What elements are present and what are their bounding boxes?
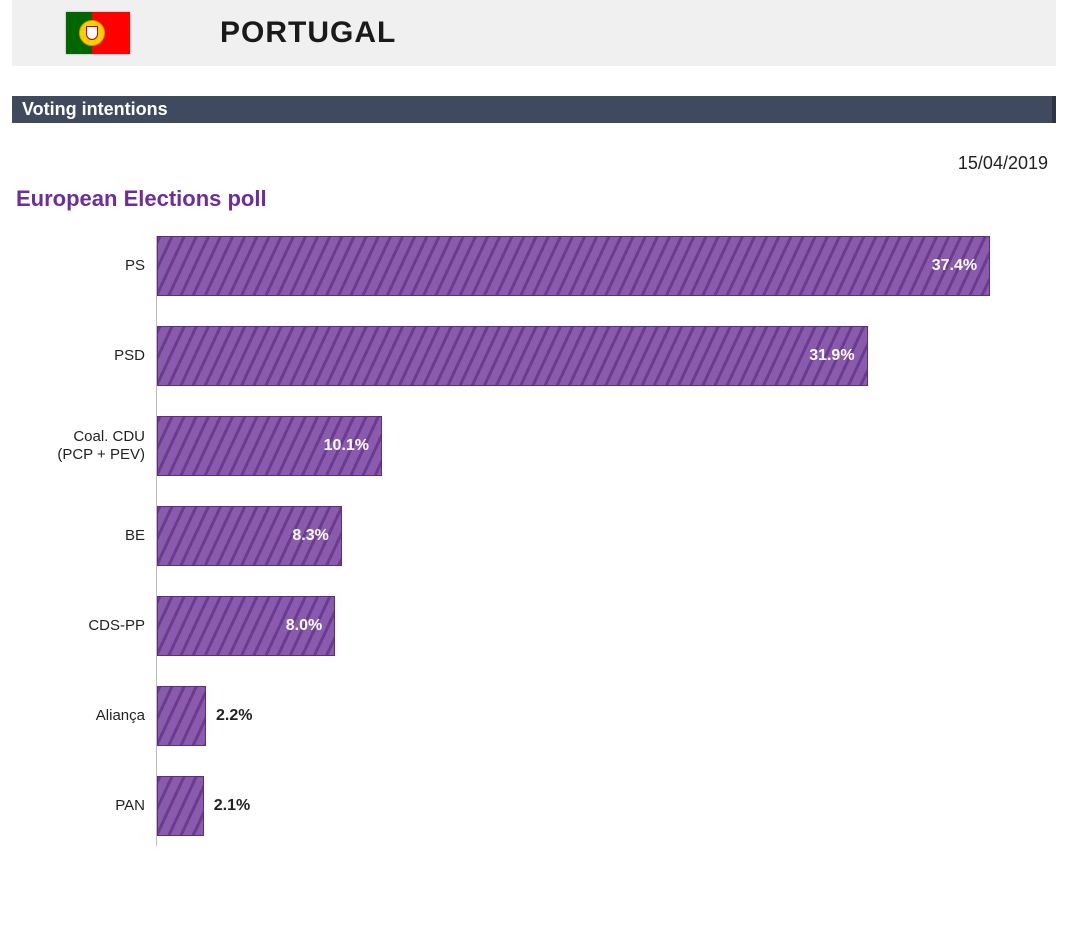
- section-title-bar: Voting intentions: [12, 96, 1056, 123]
- chart-row: PAN2.1%: [157, 776, 1048, 836]
- chart-row: Coal. CDU(PCP + PEV)10.1%: [157, 416, 1048, 476]
- bar: [157, 776, 204, 836]
- value-label: 2.1%: [214, 797, 250, 815]
- category-label: CDS-PP: [17, 617, 157, 635]
- bar: 10.1%: [157, 416, 382, 476]
- category-label: PSD: [17, 347, 157, 365]
- value-label: 10.1%: [324, 437, 369, 455]
- bar: 37.4%: [157, 236, 990, 296]
- poll-bar-chart: PS37.4%PSD31.9%Coal. CDU(PCP + PEV)10.1%…: [16, 236, 1048, 846]
- chart-row: Aliança2.2%: [157, 686, 1048, 746]
- bar: 31.9%: [157, 326, 868, 386]
- chart-row: BE8.3%: [157, 506, 1048, 566]
- bar: 8.0%: [157, 596, 335, 656]
- category-label: PAN: [17, 797, 157, 815]
- header-bar: PORTUGAL: [12, 0, 1056, 66]
- value-label: 37.4%: [932, 257, 977, 275]
- portugal-flag-icon: [66, 12, 130, 54]
- value-label: 2.2%: [216, 707, 252, 725]
- chart-row: CDS-PP8.0%: [157, 596, 1048, 656]
- category-label: Coal. CDU(PCP + PEV): [17, 428, 157, 464]
- chart-row: PS37.4%: [157, 236, 1048, 296]
- poll-date: 15/04/2019: [0, 153, 1048, 174]
- country-title: PORTUGAL: [220, 16, 396, 50]
- value-label: 8.0%: [286, 617, 322, 635]
- category-label: PS: [17, 257, 157, 275]
- chart-row: PSD31.9%: [157, 326, 1048, 386]
- category-label: BE: [17, 527, 157, 545]
- category-label: Aliança: [17, 707, 157, 725]
- bar: 8.3%: [157, 506, 342, 566]
- chart-title: European Elections poll: [16, 186, 1068, 212]
- value-label: 8.3%: [292, 527, 328, 545]
- value-label: 31.9%: [809, 347, 854, 365]
- bar: [157, 686, 206, 746]
